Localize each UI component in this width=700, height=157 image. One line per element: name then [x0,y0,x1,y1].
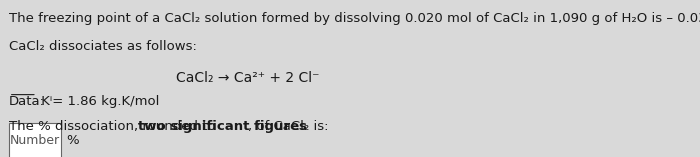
Text: , of CaCl₂ is:: , of CaCl₂ is: [248,120,328,133]
Text: Number: Number [10,134,60,147]
Text: The % dissociation, rounded to: The % dissociation, rounded to [9,120,220,133]
FancyBboxPatch shape [9,123,60,157]
Text: CaCl₂ → Ca²⁺ + 2 Cl⁻: CaCl₂ → Ca²⁺ + 2 Cl⁻ [176,71,320,85]
Text: Data:: Data: [9,95,45,108]
Text: CaCl₂ dissociates as follows:: CaCl₂ dissociates as follows: [9,40,197,53]
Text: Kⁱ= 1.86 kg.K/mol: Kⁱ= 1.86 kg.K/mol [37,95,159,108]
Text: %: % [66,134,79,147]
Text: two significant figures: two significant figures [139,120,307,133]
Text: The freezing point of a CaCl₂ solution formed by dissolving 0.020 mol of CaCl₂ i: The freezing point of a CaCl₂ solution f… [9,11,700,24]
